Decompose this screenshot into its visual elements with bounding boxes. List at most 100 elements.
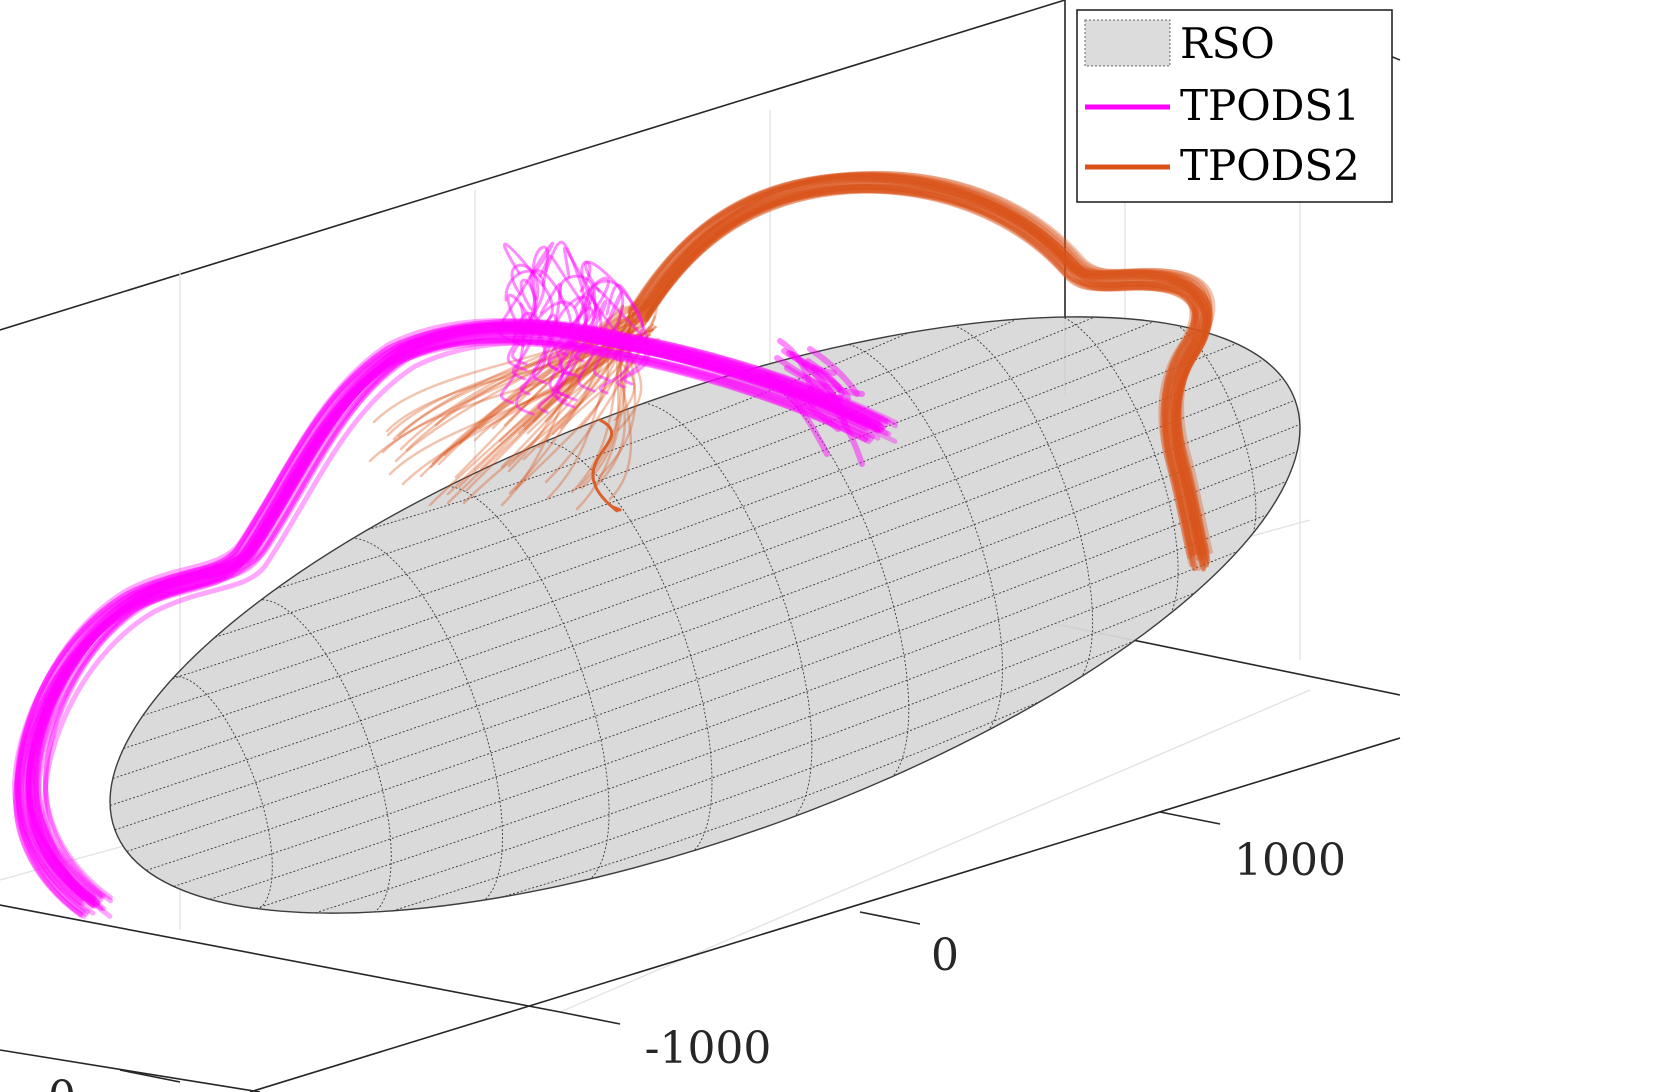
tpods1-loop — [811, 365, 851, 401]
tpods1-trajectory — [26, 322, 882, 902]
tpods1-trajectory — [14, 327, 870, 907]
tpods2-trajectory — [641, 172, 1210, 556]
tpods1-loop — [781, 348, 837, 376]
tpods1-trajectory — [33, 332, 889, 911]
tpods1-loop — [605, 283, 649, 386]
tpods2-scatter — [616, 304, 643, 432]
tpods2-scatter — [551, 298, 649, 436]
tpods2-trajectory — [630, 184, 1199, 568]
tpods2-scatter — [577, 329, 624, 489]
tpods1-loop — [529, 268, 573, 371]
tpods2-scatter — [454, 302, 637, 479]
mesh-parallel — [126, 424, 1300, 852]
tpods1-loop — [514, 313, 558, 416]
mesh-parallel — [501, 699, 1043, 898]
tpods1-loop — [784, 365, 865, 397]
tpods1-trajectory — [13, 337, 869, 917]
tpods1-loop — [555, 299, 608, 402]
tpods2-trajectory — [639, 182, 1207, 566]
tpods2-scatter — [500, 304, 625, 469]
y-tick-label: -1000 — [645, 1023, 772, 1074]
tpods2-scatter — [613, 337, 661, 422]
tpods1-trajectory — [25, 318, 881, 898]
tpods2-scatter — [428, 314, 647, 507]
tpods2-trajectory — [644, 177, 1212, 561]
tpods2-trajectory — [647, 171, 1216, 555]
tpods2-trajectory — [640, 183, 1209, 567]
tpods1-loop — [805, 358, 845, 397]
tpods1-loop — [512, 245, 550, 348]
tpods1-trajectory — [42, 340, 898, 919]
tpods1-trajectory — [15, 322, 871, 901]
tpods1-loop — [584, 260, 644, 363]
mesh-parallel — [123, 343, 1237, 750]
tpods2-scatter — [507, 328, 655, 473]
tpods2-trajectory — [640, 188, 1208, 572]
tpods2-scatter — [503, 310, 641, 427]
tpods2-scatter — [392, 332, 627, 441]
tpods2-trajectory — [639, 173, 1207, 557]
tpods1-loop — [499, 302, 535, 405]
tpods1-loop — [810, 384, 865, 467]
tpods2-scatter — [507, 303, 634, 468]
mesh-parallel — [315, 592, 1196, 914]
tpods1-loop — [541, 254, 588, 357]
tpods2-scatter — [498, 308, 647, 443]
tpods2-trajectory — [637, 177, 1206, 561]
mesh-parallel — [214, 316, 1095, 638]
tpods1-trajectory — [25, 336, 881, 916]
tpods2-scatter — [478, 308, 632, 430]
tpods2-scatter — [559, 307, 659, 430]
tpods1-loop — [574, 260, 603, 363]
tpods1-loop — [497, 241, 555, 344]
tpods2-scatter — [457, 308, 653, 489]
tpods2-trajectory — [627, 176, 1195, 560]
tpods1-trajectory — [33, 323, 889, 903]
tpods2-scatter — [419, 334, 639, 478]
tpods2-trajectory — [634, 177, 1202, 561]
tpods2-scatter — [479, 326, 639, 471]
tpods2-scatter — [473, 327, 630, 442]
legend: RSO TPODS1 TPODS2 — [1076, 9, 1393, 203]
tpods1-loop — [510, 263, 540, 366]
tpods2-scatter — [464, 322, 645, 493]
legend-swatch-rso — [1084, 19, 1171, 67]
tpods2-trajectory — [641, 186, 1209, 570]
tpods2-scatter — [397, 298, 646, 438]
tpods1-trajectory — [27, 330, 883, 909]
tpods1-trajectory — [20, 335, 876, 915]
tpods2-scatter — [431, 321, 623, 465]
tpods2-trajectory — [644, 183, 1212, 567]
tpods2-scatter — [522, 336, 634, 428]
tpods1-trajectory — [14, 322, 870, 902]
tpods2-trajectory — [639, 176, 1207, 560]
legend-label-tpods2: TPODS2 — [1180, 141, 1360, 190]
legend-label-tpods1: TPODS1 — [1180, 81, 1360, 130]
tpods1-loop — [765, 373, 830, 457]
tpods2-trajectory — [635, 171, 1204, 555]
mesh-meridian — [530, 440, 713, 860]
x-tick-labels: 0 — [48, 1072, 76, 1092]
tpods1-loop — [548, 295, 591, 398]
mesh-parallel — [142, 330, 1201, 716]
mesh-parallel — [209, 514, 1268, 900]
tpods2-trajectory — [631, 172, 1199, 556]
tpods2-scatter — [523, 325, 639, 431]
tpods1-loop — [577, 290, 624, 393]
tpods2-scatter — [458, 305, 628, 445]
tpods2-trajectory — [631, 188, 1199, 572]
tpods1-trajectory — [25, 322, 881, 902]
tpods1-loop — [504, 269, 546, 372]
tpods1-loop — [547, 274, 595, 377]
tpods1-trajectory — [33, 320, 889, 900]
tpods2-trajectories — [368, 170, 1216, 572]
tpods2-scatter — [526, 317, 632, 435]
x-tick-label: 0 — [48, 1072, 76, 1092]
y-tick-labels: -1000 0 1000 — [645, 835, 1346, 1074]
tpods1-trajectory — [35, 319, 891, 899]
tpods1-trajectories — [12, 240, 898, 920]
mesh-meridian — [254, 599, 392, 916]
tpods2-scatter — [386, 318, 635, 437]
tpods1-trajectory — [25, 328, 881, 908]
rso-ellipsoid — [109, 312, 1301, 916]
